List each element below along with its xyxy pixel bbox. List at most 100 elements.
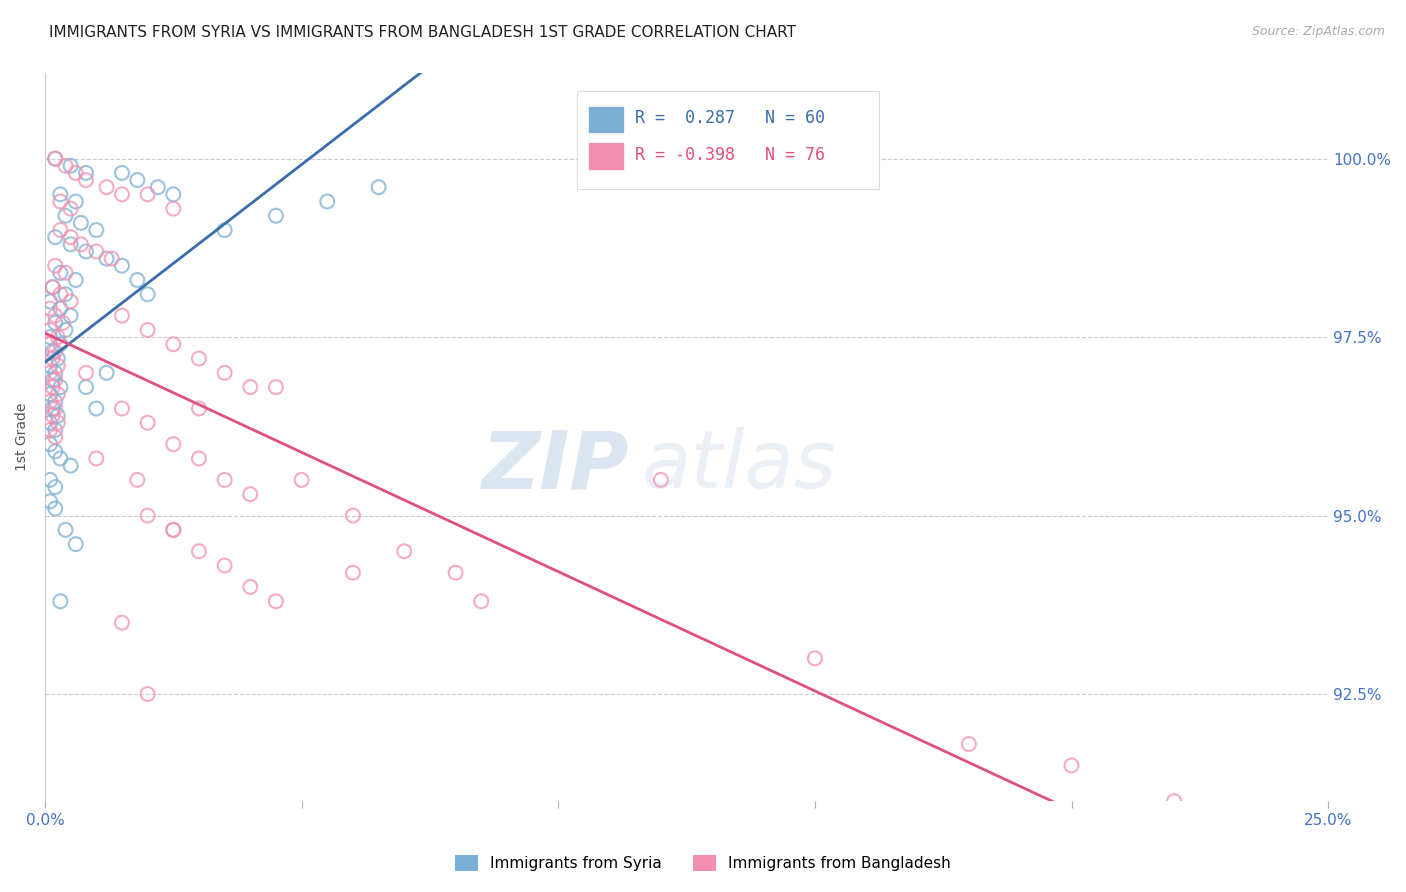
Point <box>75 366 97 380</box>
Point <box>470 594 492 608</box>
Point <box>41 280 63 294</box>
Point <box>49 380 72 394</box>
Point <box>55 266 77 280</box>
Y-axis label: 1st Grade: 1st Grade <box>15 403 30 471</box>
Point <box>188 544 211 558</box>
Point <box>136 508 159 523</box>
Point <box>39 330 62 344</box>
Point <box>46 330 69 344</box>
Point <box>136 287 159 301</box>
Text: R = -0.398   N = 76: R = -0.398 N = 76 <box>636 145 825 163</box>
Text: Source: ZipAtlas.com: Source: ZipAtlas.com <box>1251 25 1385 38</box>
Point <box>444 566 467 580</box>
Point <box>59 458 82 473</box>
Point <box>367 180 389 194</box>
Point <box>84 401 107 416</box>
Point <box>162 187 184 202</box>
Point <box>264 209 287 223</box>
Point <box>49 287 72 301</box>
Point <box>44 373 66 387</box>
Point <box>39 437 62 451</box>
Point <box>59 202 82 216</box>
Point <box>84 223 107 237</box>
Point <box>39 394 62 409</box>
Point <box>44 444 66 458</box>
Point <box>162 437 184 451</box>
Point <box>55 159 77 173</box>
Point <box>100 252 122 266</box>
Point <box>136 416 159 430</box>
Point <box>162 337 184 351</box>
Point <box>59 309 82 323</box>
Point <box>214 473 236 487</box>
Point <box>65 537 87 551</box>
Point <box>146 180 169 194</box>
Point <box>239 380 262 394</box>
Point <box>1060 758 1083 772</box>
Point <box>44 501 66 516</box>
Point <box>49 266 72 280</box>
Point <box>127 173 149 187</box>
Point <box>957 737 980 751</box>
Point <box>342 508 364 523</box>
Point <box>65 194 87 209</box>
Point <box>49 337 72 351</box>
Point <box>44 480 66 494</box>
Point <box>46 416 69 430</box>
Point <box>75 166 97 180</box>
Point <box>239 487 262 501</box>
Point <box>59 159 82 173</box>
Point <box>96 252 118 266</box>
Point <box>84 244 107 259</box>
Point <box>41 409 63 423</box>
Point <box>44 316 66 330</box>
Point <box>49 301 72 316</box>
Point <box>264 594 287 608</box>
Point <box>41 373 63 387</box>
Point <box>59 294 82 309</box>
Point <box>127 273 149 287</box>
Point <box>39 359 62 373</box>
Point <box>136 687 159 701</box>
Point <box>111 615 134 630</box>
Point <box>55 287 77 301</box>
Point <box>49 194 72 209</box>
Point <box>49 451 72 466</box>
Point <box>264 380 287 394</box>
Point <box>41 280 63 294</box>
Point <box>65 273 87 287</box>
Point <box>41 344 63 359</box>
Point <box>44 430 66 444</box>
Point <box>46 351 69 366</box>
Point <box>44 401 66 416</box>
Point <box>49 187 72 202</box>
Point <box>44 230 66 244</box>
Point <box>44 259 66 273</box>
Point <box>59 230 82 244</box>
Point <box>136 187 159 202</box>
Point <box>111 166 134 180</box>
Point <box>316 194 339 209</box>
Point <box>1163 794 1185 808</box>
Point <box>162 202 184 216</box>
Text: ZIP: ZIP <box>481 427 628 505</box>
Point <box>59 237 82 252</box>
Point <box>39 387 62 401</box>
FancyBboxPatch shape <box>578 91 879 189</box>
Point <box>41 401 63 416</box>
Point <box>188 451 211 466</box>
Point <box>39 337 62 351</box>
Point <box>52 316 75 330</box>
Point <box>39 494 62 508</box>
Point <box>162 523 184 537</box>
Point <box>44 394 66 409</box>
Point <box>55 209 77 223</box>
Point <box>44 423 66 437</box>
Point <box>650 473 672 487</box>
Point <box>41 380 63 394</box>
Point <box>70 237 93 252</box>
Point <box>65 166 87 180</box>
Point <box>394 544 416 558</box>
Point <box>44 344 66 359</box>
Point <box>188 351 211 366</box>
